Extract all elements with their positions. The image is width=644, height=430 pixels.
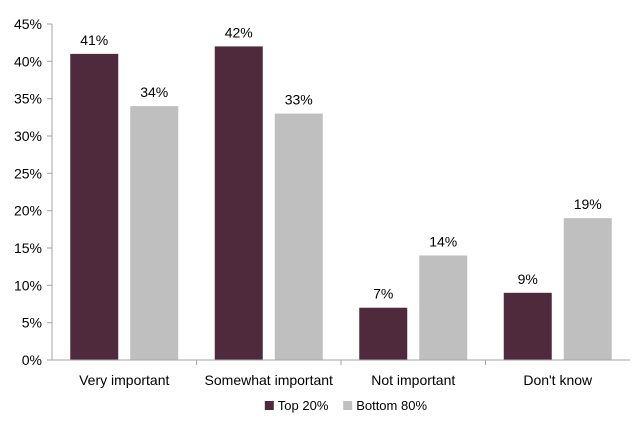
data-label: 19% (574, 196, 602, 212)
legend-item-top-20: Top 20% (264, 398, 329, 413)
legend-swatch (343, 401, 353, 410)
legend: Top 20% Bottom 80% (264, 398, 427, 413)
category-label: Not important (371, 372, 455, 388)
category-label: Somewhat important (205, 372, 334, 388)
legend-label: Top 20% (278, 398, 329, 413)
data-label: 7% (373, 286, 393, 302)
data-label: 34% (140, 84, 168, 100)
bar-top-20 (359, 307, 408, 360)
bar-bottom-80 (274, 113, 323, 360)
y-tick-label: 25% (14, 165, 42, 181)
data-label: 33% (285, 92, 313, 108)
category-label: Very important (79, 372, 169, 388)
bar-bottom-80 (419, 255, 468, 360)
data-label: 41% (80, 32, 108, 48)
bars-group (70, 46, 612, 361)
y-tick-label: 30% (14, 128, 42, 144)
y-tick-label: 5% (22, 315, 42, 331)
bar-top-20 (503, 292, 552, 360)
y-tick-label: 35% (14, 91, 42, 107)
y-tick-label: 10% (14, 277, 42, 293)
legend-swatch (264, 401, 274, 410)
category-label: Don't know (523, 372, 593, 388)
legend-item-bottom-80: Bottom 80% (343, 398, 427, 413)
y-tick-label: 15% (14, 240, 42, 256)
bar-top-20 (70, 53, 119, 360)
y-tick-label: 45% (14, 16, 42, 32)
y-tick-label: 20% (14, 203, 42, 219)
bar-bottom-80 (563, 218, 612, 360)
data-label: 14% (429, 233, 457, 249)
legend-label: Bottom 80% (356, 398, 427, 413)
y-axis: 0% 5% 10% 15% 20% 25% 30% 35% 40% 45% (14, 16, 53, 368)
y-tick-label: 40% (14, 53, 42, 69)
bar-bottom-80 (130, 106, 179, 360)
data-labels-group: 41% 34% 42% 33% 7% 14% 9% 19% (80, 24, 602, 301)
data-label: 42% (225, 24, 253, 40)
bar-top-20 (214, 46, 263, 361)
data-label: 9% (518, 271, 538, 287)
y-tick-label: 0% (22, 352, 42, 368)
x-axis: Very important Somewhat important Not impo… (52, 359, 630, 388)
